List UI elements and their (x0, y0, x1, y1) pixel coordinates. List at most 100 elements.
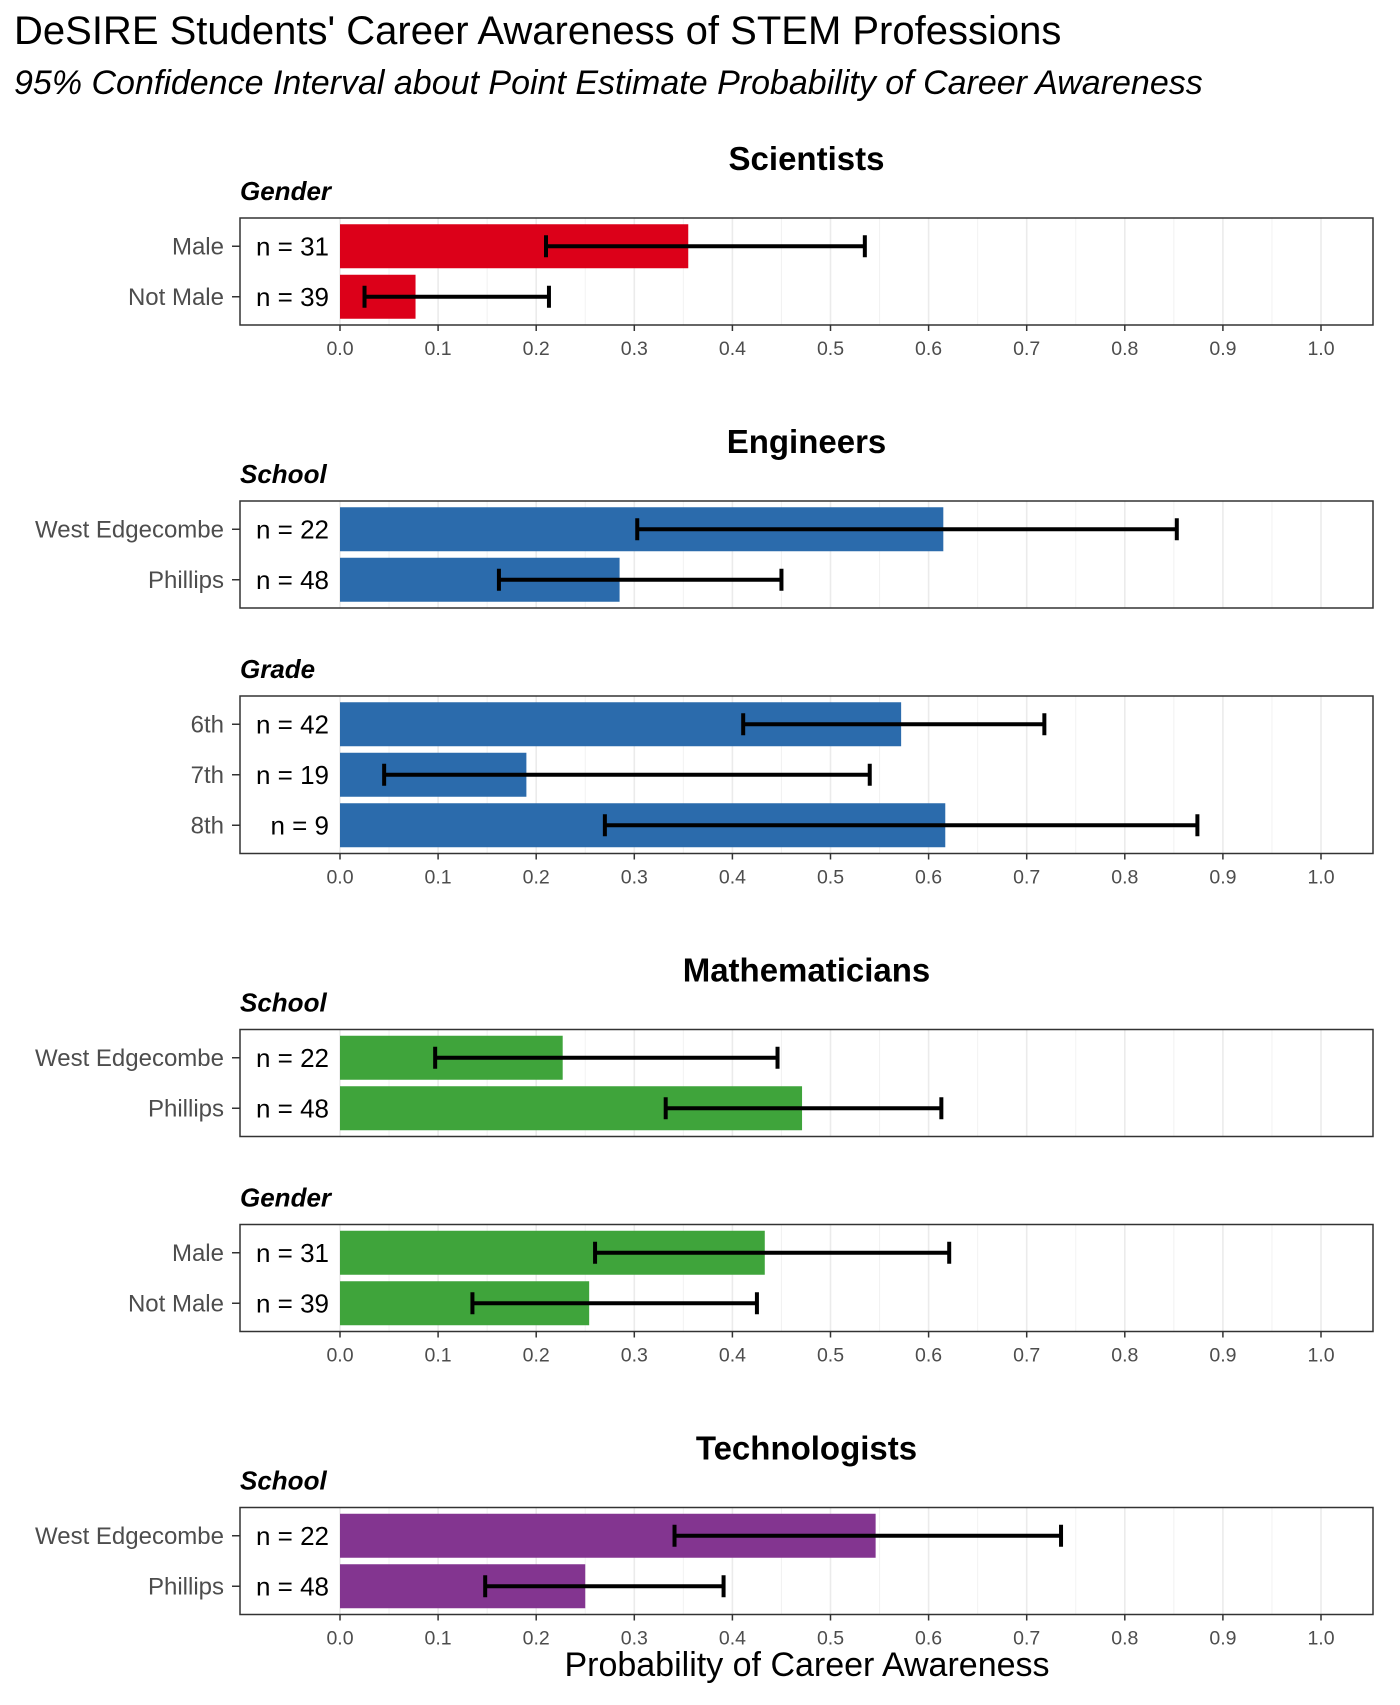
x-tick-label: 0.1 (425, 1345, 452, 1367)
error-bar (496, 568, 784, 591)
error-bar (544, 235, 867, 258)
category-label: Male (172, 1240, 224, 1267)
x-tick-label: 0.4 (719, 1345, 746, 1367)
x-axis-title: Probability of Career Awareness (564, 1646, 1049, 1684)
facet-gender: Gender n = 31 Male n = 39 Not Male 0.0 0.1 0.2 0… (128, 176, 1374, 360)
x-tick-label: 0.0 (326, 338, 353, 360)
n-label: n = 48 (256, 565, 329, 595)
error-bar (593, 1241, 952, 1264)
n-label: n = 22 (256, 1043, 329, 1073)
x-tick-label: 0.8 (1111, 338, 1138, 360)
x-tick-label: 0.2 (523, 338, 550, 360)
facet-title: Gender (240, 1183, 333, 1213)
error-bar (433, 1046, 780, 1069)
facet-school: School n = 22 West Edgecombe n = 48 Phillips… (35, 1466, 1374, 1650)
chart-sections: Scientists Gender n = 31 Male n = 39 Not Male… (35, 140, 1374, 1650)
x-tick-label: 0.2 (523, 867, 550, 889)
category-label: West Edgecombe (35, 516, 224, 543)
panel-border (239, 1028, 1374, 1138)
facet-gender: Gender n = 31 Male n = 39 Not Male 0.0 0.1 0.2 0… (128, 1183, 1374, 1367)
x-tick-label: 0.7 (1013, 867, 1040, 889)
x-tick-label: 1.0 (1307, 867, 1334, 889)
x-tick-label: 0.9 (1209, 338, 1236, 360)
facet-title: School (240, 988, 327, 1018)
x-tick-label: 0.8 (1111, 867, 1138, 889)
error-bar (602, 814, 1200, 837)
x-tick-label: 1.0 (1307, 338, 1334, 360)
section-technologists: Technologists School n = 22 West Edgecombe n… (35, 1430, 1374, 1650)
x-tick-label: 1.0 (1307, 1345, 1334, 1367)
facet-grade: Grade n = 42 6th n = 19 7th n = 9 8th 0.0 0.1 0.2… (191, 654, 1374, 889)
x-tick-label: 0.5 (817, 867, 844, 889)
x-tick-label: 0.5 (817, 1345, 844, 1367)
panel-border (239, 695, 1374, 855)
n-label: n = 31 (256, 231, 329, 261)
x-tick-label: 0.3 (621, 338, 648, 360)
n-label: n = 22 (256, 1521, 329, 1551)
x-axis: 0.0 0.1 0.2 0.3 0.4 0.5 0.6 0.7 0.8 0.9 1.0 (326, 325, 1335, 360)
n-label: n = 39 (256, 1288, 329, 1318)
n-label: n = 39 (256, 282, 329, 312)
facet-title: Gender (240, 176, 333, 206)
x-tick-label: 0.2 (523, 1345, 550, 1367)
x-tick-label: 0.0 (326, 1628, 353, 1650)
x-tick-label: 0.4 (719, 1628, 746, 1650)
error-bar (483, 1575, 726, 1598)
category-label: 6th (191, 711, 224, 738)
x-tick-label: 0.0 (326, 1345, 353, 1367)
x-tick-label: 0.6 (915, 867, 942, 889)
x-tick-label: 0.8 (1111, 1345, 1138, 1367)
facet-school: School n = 22 West Edgecombe n = 48 Phillips (35, 988, 1374, 1138)
x-tick-label: 0.9 (1209, 1628, 1236, 1650)
section-scientists: Scientists Gender n = 31 Male n = 39 Not Male… (128, 140, 1374, 360)
facet-title: Grade (240, 654, 315, 684)
error-bar (672, 1524, 1064, 1547)
facet-school: School n = 22 West Edgecombe n = 48 Phillips (35, 459, 1374, 609)
x-tick-label: 0.1 (425, 1628, 452, 1650)
x-tick-label: 0.9 (1209, 867, 1236, 889)
category-label: 7th (191, 762, 224, 789)
n-label: n = 48 (256, 1093, 329, 1123)
error-bar (362, 285, 551, 308)
x-axis: 0.0 0.1 0.2 0.3 0.4 0.5 0.6 0.7 0.8 0.9 1.0 (326, 1331, 1335, 1367)
facet-title: School (240, 1466, 327, 1496)
error-bar (470, 1292, 759, 1315)
category-label: West Edgecombe (35, 1045, 224, 1072)
category-label: Phillips (148, 1095, 224, 1122)
category-label: Male (172, 233, 224, 260)
n-label: n = 9 (270, 810, 329, 840)
panel-border (239, 1506, 1374, 1616)
x-tick-label: 0.7 (1013, 1345, 1040, 1367)
panel-border (239, 217, 1374, 326)
section-title: Mathematicians (683, 952, 931, 989)
n-label: n = 31 (256, 1238, 329, 1268)
x-tick-label: 0.1 (425, 338, 452, 360)
category-label: Not Male (128, 284, 224, 311)
chart-subtitle: 95% Confidence Interval about Point Esti… (14, 64, 1203, 102)
chart-title: DeSIRE Students' Career Awareness of STE… (14, 9, 1061, 53)
x-axis: 0.0 0.1 0.2 0.3 0.4 0.5 0.6 0.7 0.8 0.9 1.0 (326, 853, 1335, 889)
error-bar (635, 518, 1179, 541)
category-label: Not Male (128, 1290, 224, 1317)
x-tick-label: 0.1 (425, 867, 452, 889)
error-bar (741, 713, 1047, 736)
x-tick-label: 0.3 (621, 867, 648, 889)
n-label: n = 48 (256, 1571, 329, 1601)
category-label: Phillips (148, 567, 224, 594)
x-tick-label: 0.6 (915, 1628, 942, 1650)
x-tick-label: 0.7 (1013, 338, 1040, 360)
x-axis: 0.0 0.1 0.2 0.3 0.4 0.5 0.6 0.7 0.8 0.9 1.0 (326, 1614, 1335, 1650)
x-tick-label: 0.2 (523, 1628, 550, 1650)
x-tick-label: 0.8 (1111, 1628, 1138, 1650)
x-tick-label: 0.5 (817, 338, 844, 360)
section-mathematicians: Mathematicians School n = 22 West Edgecombe… (35, 952, 1374, 1367)
x-tick-label: 1.0 (1307, 1628, 1334, 1650)
category-label: Phillips (148, 1573, 224, 1600)
x-tick-label: 0.3 (621, 1628, 648, 1650)
x-tick-label: 0.3 (621, 1345, 648, 1367)
n-label: n = 19 (256, 760, 329, 790)
x-tick-label: 0.4 (719, 338, 746, 360)
n-label: n = 22 (256, 514, 329, 544)
